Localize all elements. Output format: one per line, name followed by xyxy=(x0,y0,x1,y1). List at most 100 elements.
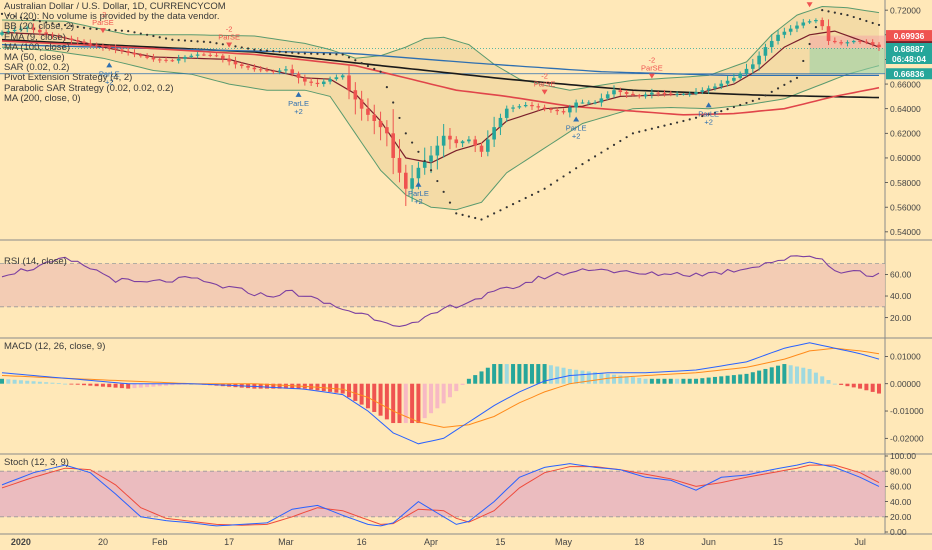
long-signal[interactable]: ParLE+2 xyxy=(288,91,309,116)
candle[interactable] xyxy=(221,53,225,63)
candle[interactable] xyxy=(833,37,837,44)
candle[interactable] xyxy=(631,91,635,97)
candle[interactable] xyxy=(189,53,194,59)
legend-ma50[interactable]: MA (50, close) xyxy=(4,51,65,63)
candle[interactable] xyxy=(605,91,610,101)
candle[interactable] xyxy=(170,58,175,62)
price-axis[interactable]: 0.720000.700000.680000.660000.640000.620… xyxy=(885,5,932,537)
candle[interactable] xyxy=(50,32,55,39)
candle[interactable] xyxy=(599,93,604,107)
candle[interactable] xyxy=(239,62,244,69)
candle[interactable] xyxy=(757,51,761,71)
candle[interactable] xyxy=(624,90,629,98)
candle[interactable] xyxy=(391,109,395,175)
candle[interactable] xyxy=(687,91,692,97)
candle[interactable] xyxy=(530,101,534,110)
candle[interactable] xyxy=(795,21,799,33)
candle[interactable] xyxy=(296,71,301,84)
candle[interactable] xyxy=(473,135,478,153)
legend-ema[interactable]: EMA (9, close) xyxy=(4,31,66,43)
candle[interactable] xyxy=(139,53,143,58)
candle[interactable] xyxy=(277,68,282,75)
candle[interactable] xyxy=(776,29,780,45)
candle[interactable] xyxy=(820,17,825,31)
candle[interactable] xyxy=(618,87,623,97)
candle[interactable] xyxy=(643,92,648,99)
candle[interactable] xyxy=(88,39,93,48)
candle[interactable] xyxy=(858,39,862,44)
candle[interactable] xyxy=(637,93,642,99)
rsi-pane[interactable] xyxy=(0,255,885,327)
candle[interactable] xyxy=(561,108,566,115)
candle[interactable] xyxy=(467,136,471,144)
candle[interactable] xyxy=(719,80,724,90)
legend-bb[interactable]: BB (20, close, 2) xyxy=(4,21,75,33)
long-signal[interactable]: ParLE+2 xyxy=(698,102,719,126)
candle[interactable] xyxy=(877,42,881,51)
candle[interactable] xyxy=(303,74,307,86)
candle[interactable] xyxy=(227,55,231,66)
candle[interactable] xyxy=(120,46,124,54)
candle[interactable] xyxy=(63,36,67,41)
candle[interactable] xyxy=(157,57,162,63)
candle[interactable] xyxy=(504,105,509,122)
price-pane[interactable]: -2ParSEParLE+2-2ParSEParLE+2ParLE+2-2Par… xyxy=(0,0,885,221)
candle[interactable] xyxy=(498,113,503,136)
candle[interactable] xyxy=(385,120,389,147)
legend-ma100[interactable]: MA (100, close) xyxy=(4,41,70,53)
candle[interactable] xyxy=(801,18,806,29)
candle[interactable] xyxy=(340,73,345,80)
candle[interactable] xyxy=(151,53,156,62)
candle[interactable] xyxy=(479,142,484,157)
candle[interactable] xyxy=(744,63,749,77)
candle[interactable] xyxy=(593,100,597,105)
candle[interactable] xyxy=(113,44,118,54)
candle[interactable] xyxy=(0,30,4,37)
candle[interactable] xyxy=(183,55,187,63)
candle[interactable] xyxy=(435,136,440,170)
candle[interactable] xyxy=(511,104,515,113)
price-tag[interactable]: 0.69936 xyxy=(886,30,932,42)
candle[interactable] xyxy=(44,29,48,38)
candle[interactable] xyxy=(353,82,358,115)
legend-sar-strategy[interactable]: Parabolic SAR Strategy (0.02, 0.02, 0.2) xyxy=(4,82,174,94)
candle[interactable] xyxy=(782,27,787,39)
price-tag[interactable]: 0.68887 xyxy=(886,42,932,54)
candle[interactable] xyxy=(536,103,541,111)
candle[interactable] xyxy=(460,140,465,148)
candle[interactable] xyxy=(568,104,572,118)
candle[interactable] xyxy=(706,85,711,94)
candle[interactable] xyxy=(145,53,149,60)
candle[interactable] xyxy=(372,104,377,135)
price-tag[interactable]: 06:48:04 xyxy=(886,52,932,64)
candle[interactable] xyxy=(126,47,130,56)
candle[interactable] xyxy=(284,65,288,75)
candle[interactable] xyxy=(252,64,257,72)
candle[interactable] xyxy=(713,83,717,91)
candle[interactable] xyxy=(662,89,667,97)
long-signal[interactable]: ParLE+2 xyxy=(99,62,120,86)
candle[interactable] xyxy=(870,39,875,47)
candle[interactable] xyxy=(290,64,295,77)
candle[interactable] xyxy=(580,99,585,104)
candle[interactable] xyxy=(542,104,547,112)
candle[interactable] xyxy=(347,64,351,100)
candle[interactable] xyxy=(769,34,774,53)
candle[interactable] xyxy=(164,57,168,63)
candle[interactable] xyxy=(574,99,578,113)
candle[interactable] xyxy=(397,139,402,183)
candle[interactable] xyxy=(233,56,238,69)
candle[interactable] xyxy=(246,64,250,71)
legend-vol[interactable]: Vol (20): No volume is provided by the d… xyxy=(4,11,220,23)
long-signal[interactable]: ParLE+2 xyxy=(408,181,429,206)
candle[interactable] xyxy=(265,67,269,73)
candle[interactable] xyxy=(586,100,591,105)
candle[interactable] xyxy=(31,23,36,33)
candle[interactable] xyxy=(454,136,459,148)
candle[interactable] xyxy=(694,88,698,96)
candle[interactable] xyxy=(725,76,730,87)
candle[interactable] xyxy=(101,43,105,51)
candle[interactable] xyxy=(258,66,263,73)
